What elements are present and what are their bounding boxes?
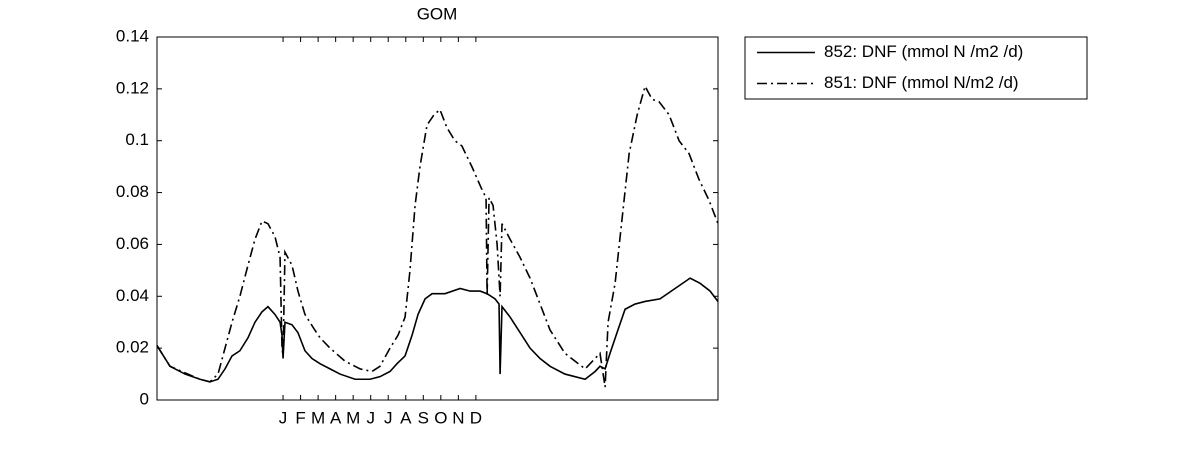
y-tick-label: 0.02 [116,338,149,357]
x-tick-label: J [279,408,288,427]
y-tick-label: 0.1 [125,130,149,149]
x-tick-label: A [330,408,342,427]
x-tick-label: S [418,408,429,427]
x-tick-label: O [434,408,447,427]
plot-area [156,36,719,401]
x-tick-label: M [311,408,325,427]
x-tick-label: J [384,408,393,427]
x-tick-label: N [452,408,464,427]
legend-label: 851: DNF (mmol N/m2 /d) [824,73,1019,92]
x-tick-label: F [295,408,305,427]
data-line [156,84,719,388]
x-tick-label: J [366,408,375,427]
x-tick-label: M [346,408,360,427]
y-tick-label: 0.12 [116,78,149,97]
x-tick-label: D [470,408,482,427]
y-tick-label: 0.06 [116,234,149,253]
legend-label: 852: DNF (mmol N /m2 /d) [824,42,1023,61]
y-tick-label: 0.08 [116,182,149,201]
y-tick-label: 0.04 [116,286,149,305]
x-tick-label: A [400,408,412,427]
y-tick-label: 0.14 [116,26,149,45]
legend-box [744,36,1088,100]
y-tick-label: 0 [140,389,149,408]
chart-title: GOM [417,4,458,23]
data-line [156,277,719,383]
